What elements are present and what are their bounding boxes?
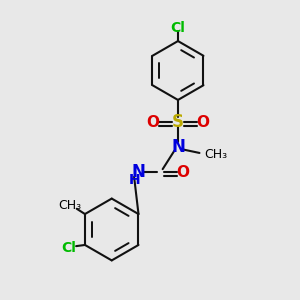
Text: Cl: Cl <box>170 21 185 35</box>
Text: S: S <box>172 113 184 131</box>
Text: H: H <box>129 173 140 187</box>
Text: CH₃: CH₃ <box>59 199 82 212</box>
Text: CH₃: CH₃ <box>205 148 228 161</box>
Text: Cl: Cl <box>61 242 76 256</box>
Text: O: O <box>196 115 209 130</box>
Text: N: N <box>131 163 145 181</box>
Text: O: O <box>146 115 159 130</box>
Text: N: N <box>171 138 185 156</box>
Text: O: O <box>176 165 189 180</box>
